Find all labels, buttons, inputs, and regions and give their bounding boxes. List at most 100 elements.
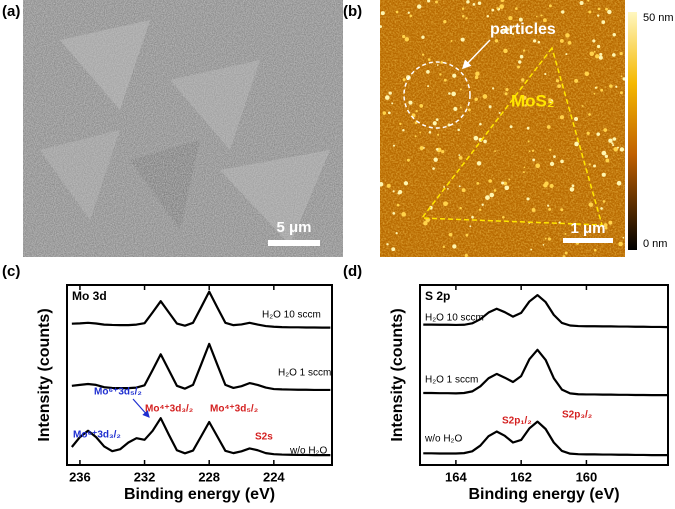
particle <box>593 50 596 53</box>
particle <box>406 158 410 162</box>
particle <box>392 211 396 215</box>
particle <box>453 106 458 112</box>
x-tick-label: 228 <box>198 469 220 484</box>
particle <box>565 53 568 56</box>
particle <box>594 54 600 59</box>
particle <box>432 167 435 170</box>
particle <box>597 44 601 48</box>
x-tick-label: 164 <box>445 469 467 484</box>
x-tick-label: 236 <box>69 469 91 484</box>
particle <box>523 166 526 169</box>
annotation: particles <box>490 21 556 38</box>
particle <box>612 144 615 147</box>
particle <box>603 223 608 228</box>
particle <box>435 0 438 4</box>
particle <box>535 15 538 18</box>
scale-bar-label: 1 μm <box>570 220 605 237</box>
particle <box>414 135 417 138</box>
particle <box>504 92 508 96</box>
particle <box>597 7 601 11</box>
particle <box>474 97 478 102</box>
afm-overlay: particles MoS₂ 1 μm 50 nm 0 nm <box>403 12 674 250</box>
particle <box>503 28 508 34</box>
particle <box>560 159 564 164</box>
particle <box>392 190 395 193</box>
particle <box>587 0 590 2</box>
chart-title: S 2p <box>425 289 450 303</box>
particle <box>446 202 449 205</box>
particle <box>415 109 418 113</box>
particle <box>517 65 521 69</box>
particle <box>549 183 554 189</box>
particle <box>414 121 418 125</box>
particle <box>459 88 462 91</box>
series-label: H₂O 1 sccm <box>425 375 478 386</box>
annotation: S2p₁/₂ <box>502 416 532 427</box>
particle <box>522 171 525 174</box>
particle <box>477 1 482 5</box>
particle <box>592 39 596 43</box>
arrow <box>132 398 150 418</box>
annotation: MoS₂ <box>511 91 554 110</box>
particle <box>618 241 623 247</box>
particle <box>540 14 543 17</box>
particle <box>612 33 616 37</box>
particle <box>391 247 396 252</box>
particle <box>402 129 405 132</box>
particle <box>608 138 613 143</box>
particle <box>440 60 444 64</box>
particle <box>486 14 490 18</box>
particle <box>593 92 596 95</box>
x-tick-label: 232 <box>134 469 156 484</box>
panel-label: (c) <box>2 263 20 280</box>
particle <box>584 71 590 77</box>
particle <box>567 40 572 45</box>
afm-image <box>380 0 625 257</box>
panel-label: (b) <box>343 3 362 20</box>
particle <box>427 85 430 88</box>
particle <box>397 191 401 195</box>
particle <box>542 18 547 23</box>
particle <box>612 53 616 57</box>
annotation: Mo⁴⁺3d₅/₂ <box>210 404 258 415</box>
particle <box>459 206 462 210</box>
particle <box>380 181 384 187</box>
particle <box>505 88 509 92</box>
spectrum-line <box>423 293 669 329</box>
particle <box>548 207 552 211</box>
particle <box>404 37 410 42</box>
spectrum-line <box>423 348 668 397</box>
particle <box>522 95 527 100</box>
annotation: Mo⁶⁺3d₅/₂ <box>94 387 142 398</box>
particle <box>503 181 508 186</box>
particle <box>488 179 492 183</box>
scale-bar-label: 5 μm <box>276 219 311 236</box>
particle <box>428 130 432 134</box>
particle <box>622 236 625 239</box>
particle <box>546 125 551 129</box>
particle <box>548 98 552 102</box>
particle <box>443 19 447 24</box>
particle <box>532 158 536 162</box>
particle <box>396 203 400 207</box>
particle <box>547 237 551 241</box>
series-label: w/o H₂O <box>424 434 462 445</box>
particle <box>573 116 579 122</box>
particle <box>574 141 579 147</box>
particle <box>407 11 410 14</box>
particle <box>427 0 431 3</box>
particle <box>448 92 451 95</box>
particle <box>439 73 442 76</box>
particle <box>588 202 594 207</box>
particle <box>597 14 600 17</box>
particle <box>620 75 623 78</box>
particle <box>380 25 383 29</box>
particle <box>559 115 565 120</box>
particle <box>481 203 484 206</box>
particle <box>402 34 406 39</box>
particle <box>458 185 461 188</box>
particle <box>511 32 515 36</box>
particle <box>526 126 530 130</box>
particle <box>432 121 437 126</box>
